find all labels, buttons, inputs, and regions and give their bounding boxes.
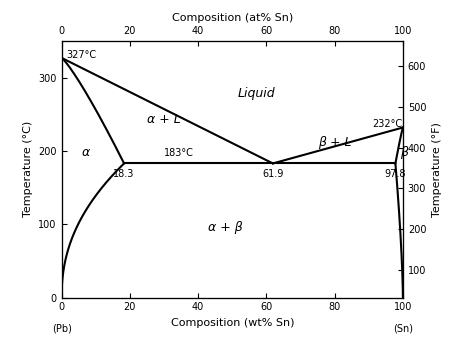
Text: α + L: α + L xyxy=(147,113,181,126)
Y-axis label: Temperature (°F): Temperature (°F) xyxy=(432,122,442,217)
Text: 18.3: 18.3 xyxy=(113,169,135,179)
X-axis label: Composition (wt% Sn): Composition (wt% Sn) xyxy=(171,318,294,328)
Text: β: β xyxy=(400,146,408,159)
Text: 61.9: 61.9 xyxy=(262,169,283,179)
Y-axis label: Temperature (°C): Temperature (°C) xyxy=(23,121,33,218)
Text: (Sn): (Sn) xyxy=(393,323,413,333)
Text: 232°C: 232°C xyxy=(372,119,402,129)
X-axis label: Composition (at% Sn): Composition (at% Sn) xyxy=(172,13,293,23)
Text: β + L: β + L xyxy=(318,136,351,149)
Text: Liquid: Liquid xyxy=(237,87,275,100)
Text: 327°C: 327°C xyxy=(67,50,97,60)
Text: α + β: α + β xyxy=(208,221,243,234)
Text: 183°C: 183°C xyxy=(164,148,194,158)
Text: (Pb): (Pb) xyxy=(52,323,72,333)
Text: α: α xyxy=(82,146,90,159)
Text: 97.8: 97.8 xyxy=(384,169,406,179)
